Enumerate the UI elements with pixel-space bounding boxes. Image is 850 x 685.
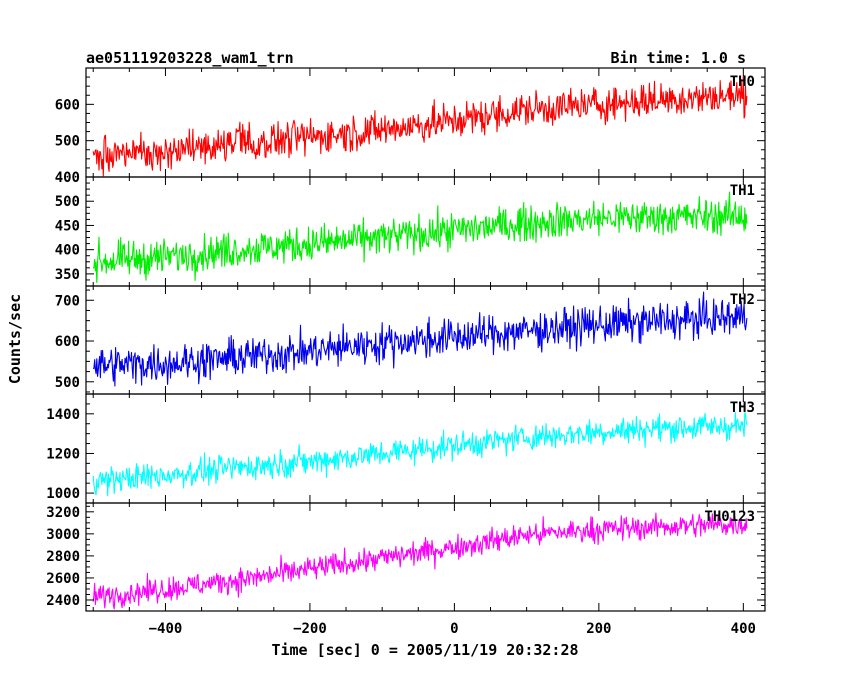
y-tick-label: 1400 (46, 407, 80, 423)
y-tick-label: 600 (55, 334, 80, 350)
y-tick-label: 500 (55, 134, 80, 150)
panels: 400 500 600 TH0 350 400 450 500 TH1 500 600 700 TH2 1… (46, 67, 766, 637)
y-tick-label: 2600 (46, 571, 80, 587)
panel-frame (85, 502, 766, 612)
y-tick-label: 2800 (46, 549, 80, 565)
y-tick-label: 400 (55, 170, 80, 186)
x-tick-label: −400 (149, 621, 183, 637)
panel-label-th0123: TH0123 (704, 509, 755, 525)
chart-title: ae051119203228_wam1_trn (86, 49, 294, 67)
y-tick-label: 700 (55, 293, 80, 309)
panel-label-th0: TH0 (730, 74, 755, 90)
y-axis-label: Counts/sec (6, 294, 24, 384)
y-tick-label: 400 (55, 243, 80, 259)
x-tick-label: 0 (450, 621, 458, 637)
y-tick-label: 1000 (46, 486, 80, 502)
y-tick-label: 500 (55, 375, 80, 391)
panel-th3: 1000 1200 1400 TH3 (46, 393, 766, 504)
series-line-th0123 (92, 512, 748, 610)
panel-th1: 350 400 450 500 TH1 (55, 176, 766, 287)
y-tick-label: 1200 (46, 446, 80, 462)
panel-label-th2: TH2 (730, 292, 755, 308)
y-tick-label: 500 (55, 194, 80, 210)
x-tick-label: 400 (731, 621, 756, 637)
series-line-th3 (92, 411, 748, 497)
series-line-th2 (92, 291, 748, 387)
panel-th2: 500 600 700 TH2 (55, 285, 766, 395)
panel-label-th3: TH3 (730, 400, 755, 416)
panel-th0123: 2400 2600 2800 3000 3200 TH0123 (46, 502, 766, 612)
x-axis-label: Time [sec] 0 = 2005/11/19 20:32:28 (271, 641, 578, 659)
y-tick-label: 2400 (46, 593, 80, 609)
x-tick-label: 200 (586, 621, 611, 637)
y-tick-label: 350 (55, 267, 80, 283)
series-line-th0 (92, 75, 748, 177)
y-tick-label: 600 (55, 97, 80, 113)
series-line-th1 (92, 191, 748, 284)
bin-time-label: Bin time: 1.0 s (611, 49, 746, 67)
panel-label-th1: TH1 (730, 183, 755, 199)
y-tick-label: 3200 (46, 505, 80, 521)
y-tick-label: 3000 (46, 527, 80, 543)
x-tick-label: −200 (293, 621, 327, 637)
panel-th0: 400 500 600 TH0 (55, 67, 766, 186)
y-tick-label: 450 (55, 218, 80, 234)
